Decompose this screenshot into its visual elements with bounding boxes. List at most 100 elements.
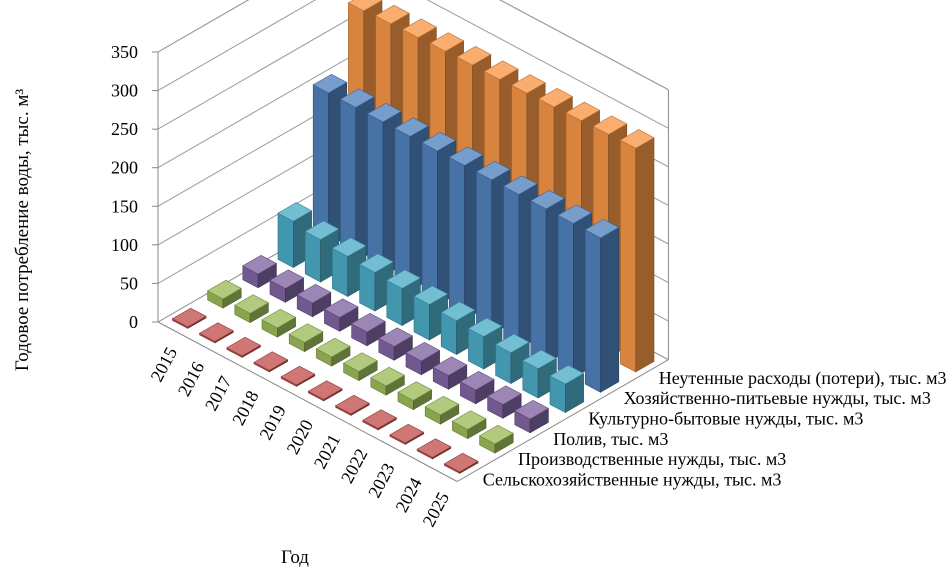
bar-face-top [456,46,492,66]
bar-face-top [405,341,441,362]
bar-face-top [467,317,503,337]
bar-face-top [448,146,484,166]
bar [242,254,278,289]
bar-face-top [440,301,476,321]
x-tick-label: 2019 [255,402,290,443]
bar-face-front [557,214,574,379]
bar-face-top [342,352,378,372]
x-tick-label: 2025 [419,489,454,530]
bar-face-top [307,380,343,400]
bar-face-top [242,254,278,275]
y-tick-labels: 0 50 100 150 200 250 300 350 [111,42,138,332]
bar-face-top [478,424,514,445]
bar-face-top [350,312,386,333]
bar-face-front [530,200,547,364]
y-tick-label: 50 [120,273,138,293]
bar-face-top [502,175,538,195]
bars-group [171,0,655,474]
series-labels: Сельскохозяйственные нужды, тыс. м3Произ… [483,368,947,490]
bar-face-side [635,137,655,373]
bar [234,294,270,324]
bar-face-front [332,247,349,297]
series-label: Полив, тыс. м3 [553,429,668,449]
bar-face-top [549,364,585,385]
bar [432,356,468,390]
bar-face-top [280,365,316,386]
x-tick-label: 2021 [310,431,345,472]
x-tick-label: 2016 [174,358,209,399]
bar [253,351,289,373]
bar [226,336,262,358]
bar-face-top [443,452,479,473]
bar-face-top [277,202,313,222]
bar-face-top [483,60,519,80]
bar-face-top [323,298,359,318]
bar [619,129,655,373]
bar [389,423,425,445]
bar-face-top [459,370,495,391]
bar-face-top [374,4,410,25]
x-axis-label: Год [281,547,309,568]
bar-face-top [389,423,425,444]
bar-face-front [503,185,520,350]
bar-face-top [530,189,566,210]
x-tick-label: 2022 [337,445,372,486]
bar-face-front [620,139,637,373]
bar [350,312,386,347]
bar [397,381,433,411]
bar-face-top [366,102,402,123]
bar-face-top [514,399,550,420]
x-tick-label: 2018 [228,387,263,428]
bar-face-top [198,322,234,342]
bar-face-top [269,269,305,289]
bar-face-top [565,101,601,122]
bar-face-top [358,253,394,273]
bar [261,308,297,338]
bar [342,352,378,382]
bar [370,366,406,396]
bar [424,395,460,425]
series-label: Культурно-бытовые нужды, тыс. м3 [588,408,863,428]
bar-face-top [171,307,207,328]
y-tick-label: 250 [111,119,138,139]
bar [486,385,522,419]
bar-face-top [331,237,367,257]
gridline [157,0,669,91]
bar-face-top [226,336,262,357]
bar [584,218,620,393]
bar-face-front [304,231,321,283]
series-label: Сельскохозяйственные нужды, тыс. м3 [483,469,782,489]
bar [405,341,441,376]
bar [288,323,324,353]
bar-face-top [424,395,460,416]
bar-face-top [304,220,340,240]
bar [416,438,452,460]
bar [378,327,414,361]
bar [206,279,242,309]
bar [478,424,514,454]
y-tick-label: 200 [111,158,138,178]
bar [171,307,207,329]
bar-face-top [397,381,433,401]
bar-face-top [486,385,522,405]
bar [443,452,479,474]
bar-face-top [296,283,332,304]
bar-face-top [592,115,628,135]
bar-face-top [413,285,449,305]
bar-face-top [421,131,457,152]
bar-face-top [510,74,546,94]
bar-face-front [394,127,411,292]
bar-face-front [584,229,601,393]
bar-face-top [334,394,370,415]
y-axis-label: Годовое потребление воды, тыс. м³ [12,89,33,371]
y-tick-label: 150 [111,196,138,216]
bar-face-front [277,212,294,268]
x-tick-label: 2017 [201,373,236,414]
bar-face-top [416,438,452,458]
series-label: Хозяйственно-питьевые нужды, тыс. м3 [624,388,931,408]
bar-face-top [339,88,375,108]
bar-face-front [367,113,384,277]
bar-face-top [362,409,398,429]
